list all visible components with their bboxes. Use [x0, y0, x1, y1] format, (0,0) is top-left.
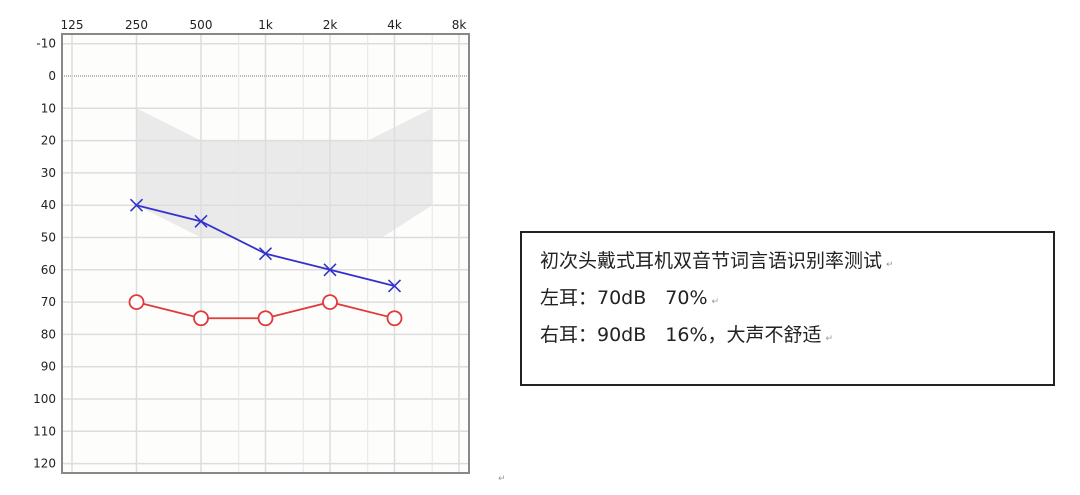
o-marker	[128, 294, 145, 311]
speech-recognition-info-box: 初次头戴式耳机双音节词言语识别率测试 ↵ 左耳：70dB 70% ↵ 右耳：90dB…	[520, 231, 1055, 386]
y-tick-label: 110	[33, 424, 56, 438]
y-tick-label: 40	[41, 198, 56, 212]
x-marker	[194, 214, 208, 228]
x-marker-stroke	[194, 214, 208, 228]
right-ear-result: 右耳：90dB 16%，大声不舒适 ↵	[540, 317, 1053, 354]
x-tick-label: 125	[61, 18, 84, 32]
x-marker-stroke	[258, 247, 273, 261]
y-tick-label: 120	[33, 457, 56, 471]
info-title: 初次头戴式耳机双音节词言语识别率测试 ↵	[540, 243, 1053, 280]
x-tick-label: 250	[125, 18, 148, 32]
o-marker	[322, 294, 338, 311]
x-tick-label: 4k	[387, 18, 402, 32]
y-tick-label: 10	[41, 101, 56, 115]
x-marker-stroke	[129, 198, 144, 212]
x-marker	[323, 263, 337, 277]
x-tick-label: 1k	[258, 18, 273, 32]
y-tick-label: -10	[36, 37, 56, 51]
y-tick-label: 70	[41, 295, 56, 309]
o-marker	[193, 310, 209, 327]
y-tick-label: 30	[41, 166, 56, 180]
o-marker	[257, 310, 274, 327]
y-tick-label: 60	[41, 263, 56, 277]
return-mark-icon: ↵	[825, 334, 834, 344]
return-mark-icon: ↵	[711, 297, 720, 307]
x-marker	[387, 279, 402, 293]
x-tick-label: 500	[190, 18, 213, 32]
x-tick-label: 2k	[323, 18, 338, 32]
o-marker	[386, 310, 403, 327]
plot-frame	[61, 33, 470, 474]
x-marker-stroke	[323, 263, 337, 277]
y-tick-label: 80	[41, 327, 56, 341]
info-title-text: 初次头戴式耳机双音节词言语识别率测试	[540, 250, 883, 272]
audiogram-chart: -10 0 10 20 30 40 50 60 70 80 90 100 110 120 125 250 500…	[33, 18, 470, 474]
x-marker	[129, 198, 144, 212]
return-mark-icon: ↵	[498, 474, 506, 484]
y-tick-label: 100	[33, 392, 56, 406]
x-tick-label: 8k	[452, 18, 467, 32]
right-ear-text: 右耳：90dB 16%，大声不舒适	[540, 324, 822, 346]
y-tick-label: 0	[48, 69, 56, 83]
y-tick-label: 50	[41, 231, 56, 245]
left-ear-text: 左耳：70dB 70%	[540, 287, 708, 309]
x-marker	[258, 247, 273, 261]
return-mark-icon: ↵	[886, 260, 894, 270]
y-tick-label: 90	[41, 360, 56, 374]
y-tick-label: 20	[41, 134, 56, 148]
x-marker-stroke	[387, 279, 402, 293]
left-ear-result: 左耳：70dB 70% ↵	[540, 280, 1053, 317]
